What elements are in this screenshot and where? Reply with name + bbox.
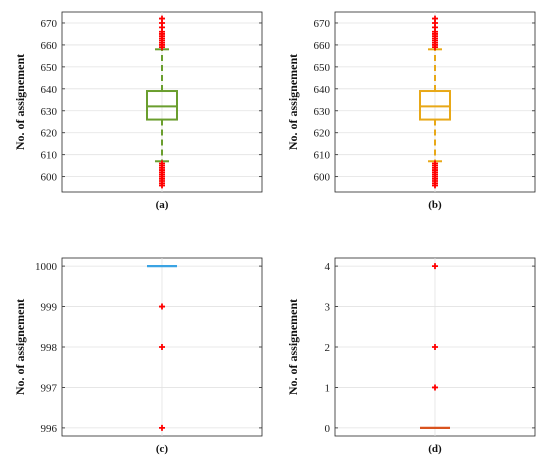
y-tick-label: 2	[325, 342, 331, 354]
y-tick-label: 1	[325, 382, 331, 394]
y-axis-label: No. of assignement	[13, 54, 27, 150]
y-tick-label: 640	[41, 84, 58, 96]
y-tick-label: 660	[314, 40, 331, 52]
y-tick-label: 670	[41, 18, 58, 30]
outlier-marker	[432, 160, 438, 167]
panel-2: 600 610 620 630 640 650 660 670 No. of assigneme…	[286, 11, 536, 211]
panel-3: 996 997 998 999 1000 No. of assignement (c)	[13, 257, 263, 455]
outlier-marker	[432, 263, 438, 270]
y-tick-label: 640	[314, 84, 331, 96]
y-tick-label: 650	[41, 62, 58, 74]
y-tick-label: 600	[41, 172, 58, 184]
y-tick-label: 620	[314, 128, 331, 140]
panel-caption: (c)	[156, 443, 169, 455]
y-tick-label: 610	[314, 150, 331, 162]
y-tick-label: 660	[41, 40, 58, 52]
y-tick-label: 650	[314, 62, 331, 74]
y-tick-label: 4	[325, 261, 331, 273]
y-axis-label: No. of assignement	[286, 299, 300, 395]
outlier-marker	[159, 344, 165, 350]
box-iqr	[419, 90, 451, 121]
outlier-marker	[432, 15, 438, 22]
panel-caption: (d)	[428, 443, 442, 455]
outlier-marker	[159, 160, 165, 167]
panel-1: 600 610 620 630 640 650 660 670 No. of assigneme…	[13, 11, 263, 211]
y-tick-label: 630	[314, 106, 331, 118]
panel-caption: (b)	[428, 199, 442, 211]
outlier-marker	[159, 15, 165, 22]
y-axis-label: No. of assignement	[286, 54, 300, 150]
outlier-marker	[432, 344, 438, 350]
y-tick-label: 1000	[35, 261, 58, 273]
outlier-marker	[159, 303, 165, 310]
panel-4: 0 1 2 3 4 No. of assignement (d)	[286, 257, 536, 455]
y-tick-label: 996	[41, 423, 58, 435]
y-tick-label: 630	[41, 106, 58, 118]
y-tick-label: 610	[41, 150, 58, 162]
y-tick-label: 600	[314, 172, 331, 184]
y-tick-label: 999	[41, 302, 58, 314]
y-tick-label: 3	[325, 302, 331, 314]
outlier-marker	[432, 384, 438, 391]
y-tick-label: 998	[41, 342, 58, 354]
y-tick-label: 670	[314, 18, 331, 30]
outlier-marker	[159, 424, 165, 431]
y-tick-label: 620	[41, 128, 58, 140]
y-tick-label: 997	[41, 382, 58, 394]
panel-caption: (a)	[156, 199, 169, 211]
box-iqr	[146, 90, 178, 121]
y-axis-label: No. of assignement	[13, 299, 27, 395]
y-tick-label: 0	[325, 423, 331, 435]
